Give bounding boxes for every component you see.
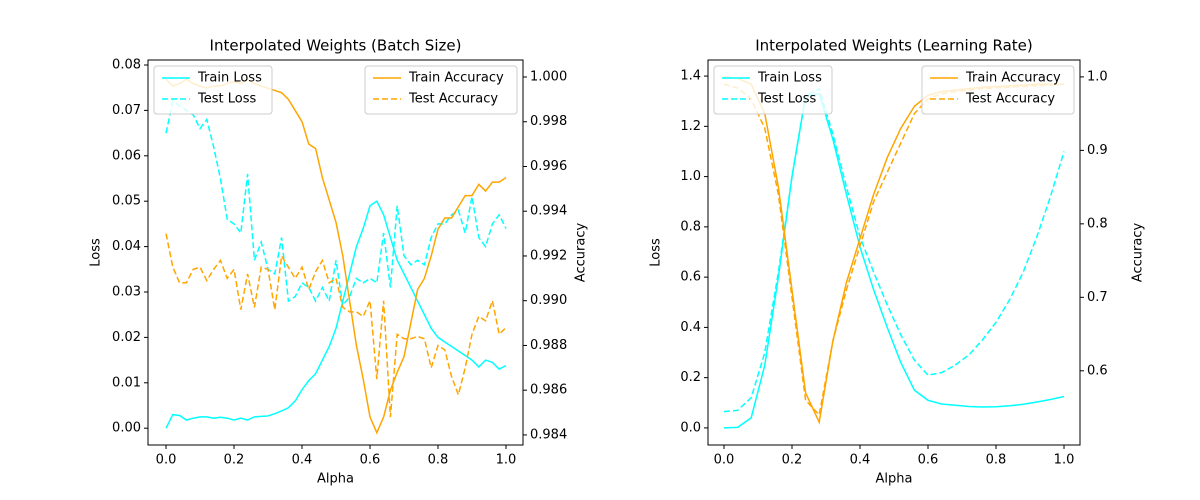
y2-tick-label: 0.998: [530, 114, 567, 129]
legend-label: Train Accuracy: [965, 71, 1061, 86]
plot-frame: [147, 59, 524, 446]
y-axis-label: Loss: [649, 238, 664, 267]
x-tick-label: 0.6: [360, 453, 381, 468]
legend: Train Loss Test Loss: [713, 65, 833, 115]
x-tick-label: 0.2: [782, 453, 803, 468]
x-tick-label: 1.0: [1054, 453, 1075, 468]
x-tick-label: 0.8: [986, 453, 1007, 468]
legend-label: Test Loss: [197, 92, 256, 107]
y2-tick-label: 0.988: [530, 338, 567, 353]
y2-axis-label: Accuracy: [574, 223, 589, 283]
x-tick-label: 0.6: [918, 453, 939, 468]
y2-tick-label: 0.996: [530, 159, 567, 174]
subplot: Interpolated Weights (Batch Size) 0.0 0.2 0…: [89, 37, 589, 487]
y-tick-label: 0.01: [112, 375, 141, 390]
x-tick-label: 0.2: [224, 453, 245, 468]
y2-tick-label: 0.9: [1087, 143, 1108, 158]
legend-label: Train Loss: [197, 71, 262, 86]
y2-tick-label: 0.990: [530, 293, 567, 308]
legend-box: [364, 65, 518, 115]
x-axis-label: Alpha: [317, 472, 354, 487]
legend-label: Train Accuracy: [408, 71, 504, 86]
y-tick-label: 0.02: [112, 330, 141, 345]
y2-axis-label: Accuracy: [1131, 223, 1146, 283]
y-tick-label: 0.08: [112, 57, 141, 72]
x-tick-label: 0.4: [292, 453, 313, 468]
y-tick-label: 1.2: [680, 119, 701, 134]
y2-tick-label: 0.992: [530, 248, 567, 263]
y-tick-label: 0.06: [112, 148, 141, 163]
plot-frame: [707, 59, 1081, 446]
y-tick-label: 0.0: [680, 420, 701, 435]
y2-tick-label: 0.986: [530, 383, 567, 398]
series-line: [165, 78, 507, 435]
legend-label: Test Accuracy: [408, 92, 498, 107]
series-line: [165, 233, 507, 418]
x-tick-label: 0.0: [714, 453, 735, 468]
y-tick-label: 0.03: [112, 284, 141, 299]
y-axis-label: Loss: [89, 238, 104, 267]
y-tick-label: 0.07: [112, 103, 141, 118]
series-line: [723, 83, 1065, 417]
y2-tick-label: 0.8: [1087, 216, 1108, 231]
series-line: [165, 100, 507, 308]
y2-tick-label: 0.984: [530, 427, 567, 442]
y2-tick-label: 0.994: [530, 204, 567, 219]
series-line: [165, 200, 507, 429]
series-line: [723, 76, 1065, 425]
y2-tick-label: 1.000: [530, 70, 567, 85]
x-tick-label: 0.0: [156, 453, 177, 468]
y-tick-label: 0.2: [680, 370, 701, 385]
legend-label: Train Loss: [757, 71, 822, 86]
x-tick-label: 1.0: [496, 453, 517, 468]
legend-label: Test Accuracy: [965, 92, 1055, 107]
legend: Train Accuracy Test Accuracy: [364, 65, 518, 115]
series-line: [723, 87, 1065, 413]
y-tick-label: 0.00: [112, 421, 141, 436]
x-tick-label: 0.8: [428, 453, 449, 468]
y-tick-label: 0.6: [680, 270, 701, 285]
y-tick-label: 0.05: [112, 194, 141, 209]
y2-tick-label: 0.7: [1087, 290, 1108, 305]
y-tick-label: 0.8: [680, 219, 701, 234]
legend: Train Accuracy Test Accuracy: [921, 65, 1075, 115]
x-axis-label: Alpha: [876, 472, 913, 487]
x-tick-label: 0.4: [850, 453, 871, 468]
y2-tick-label: 0.6: [1087, 363, 1108, 378]
y-tick-label: 0.4: [680, 320, 701, 335]
chart-title: Interpolated Weights (Batch Size): [210, 37, 462, 55]
legend: Train Loss Test Loss: [153, 65, 273, 115]
y2-tick-label: 1.0: [1087, 69, 1108, 84]
legend-box: [921, 65, 1075, 115]
y-tick-label: 1.4: [680, 69, 701, 84]
y-tick-label: 0.04: [112, 239, 141, 254]
subplot: Interpolated Weights (Learning Rate) 0.0 0…: [649, 37, 1146, 487]
chart-title: Interpolated Weights (Learning Rate): [755, 37, 1033, 55]
legend-label: Test Loss: [757, 92, 816, 107]
y-tick-label: 1.0: [680, 169, 701, 184]
